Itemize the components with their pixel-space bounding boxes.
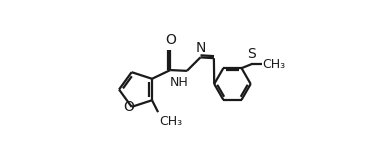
- Text: O: O: [165, 33, 176, 47]
- Text: CH₃: CH₃: [263, 58, 286, 71]
- Text: S: S: [247, 47, 256, 61]
- Text: O: O: [123, 100, 134, 114]
- Text: N: N: [195, 40, 205, 55]
- Text: CH₃: CH₃: [159, 115, 182, 128]
- Text: NH: NH: [170, 76, 189, 89]
